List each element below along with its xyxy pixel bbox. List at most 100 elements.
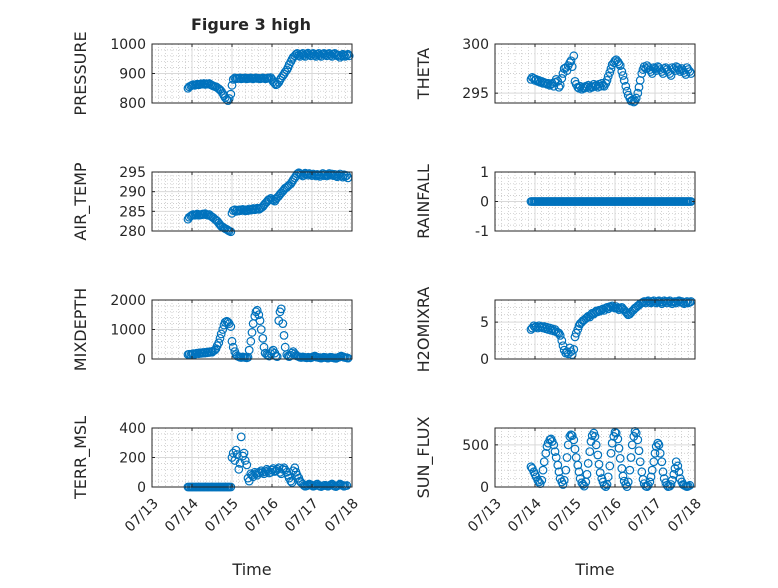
y-tick-label: 0 bbox=[480, 352, 489, 368]
data-point bbox=[315, 171, 325, 181]
plot-area bbox=[152, 172, 352, 231]
data-point bbox=[669, 469, 679, 479]
data-point bbox=[216, 86, 226, 96]
data-point bbox=[685, 67, 695, 76]
series-air-temp bbox=[183, 168, 353, 237]
data-point bbox=[626, 453, 636, 462]
x-tick-label: 07/17 bbox=[625, 496, 665, 536]
x-tick-label: 07/18 bbox=[322, 496, 362, 536]
data-point bbox=[606, 302, 616, 312]
data-point bbox=[541, 78, 551, 88]
y-tick-label: 1 bbox=[480, 165, 489, 181]
y-tick-label: 5 bbox=[480, 315, 489, 331]
data-point bbox=[607, 301, 617, 311]
data-point bbox=[234, 464, 244, 474]
data-point bbox=[538, 465, 548, 475]
data-point bbox=[570, 444, 580, 454]
x-axis-label: Time bbox=[574, 560, 614, 579]
data-point bbox=[569, 435, 579, 445]
data-point bbox=[617, 67, 627, 76]
data-point bbox=[631, 93, 641, 103]
data-point bbox=[621, 480, 631, 489]
subplot-terr-msl: 0 200 400 07/13 07/14 07/15 07/16 07/17 07/18 Tim… bbox=[71, 416, 362, 579]
data-point bbox=[578, 480, 588, 489]
data-point bbox=[246, 469, 256, 479]
data-point bbox=[605, 461, 615, 471]
y-tick-label: 295 bbox=[462, 86, 489, 102]
data-point bbox=[549, 440, 559, 450]
data-point bbox=[658, 467, 668, 477]
y-tick-label: -1 bbox=[475, 224, 489, 240]
y-tick-label: 500 bbox=[462, 438, 489, 454]
data-point bbox=[646, 472, 656, 482]
y-tick-label: 0 bbox=[137, 480, 146, 496]
data-point bbox=[583, 459, 593, 468]
series-sun-flux bbox=[526, 426, 695, 491]
data-point bbox=[220, 317, 230, 327]
data-point bbox=[199, 79, 209, 88]
data-point bbox=[574, 467, 584, 477]
data-point bbox=[645, 477, 655, 487]
data-point bbox=[264, 195, 274, 204]
data-point bbox=[256, 466, 266, 476]
data-point bbox=[244, 345, 254, 355]
data-point bbox=[649, 63, 659, 72]
data-point bbox=[590, 432, 600, 441]
x-axis-label: Time bbox=[231, 560, 271, 579]
data-point bbox=[634, 446, 644, 456]
data-point bbox=[230, 456, 240, 465]
data-point bbox=[545, 80, 555, 90]
data-point bbox=[594, 459, 604, 469]
data-point bbox=[563, 440, 573, 450]
data-point bbox=[673, 461, 683, 471]
data-point bbox=[625, 465, 635, 475]
data-point bbox=[603, 472, 613, 482]
data-point bbox=[340, 51, 350, 61]
data-point bbox=[567, 350, 577, 359]
data-point bbox=[567, 62, 577, 72]
data-point bbox=[224, 94, 234, 103]
data-point bbox=[618, 71, 628, 80]
axes-box bbox=[151, 171, 353, 232]
data-point bbox=[256, 325, 266, 334]
data-point bbox=[240, 456, 250, 465]
data-point bbox=[603, 72, 613, 81]
series-pressure bbox=[183, 48, 354, 106]
data-point bbox=[243, 206, 253, 215]
data-point bbox=[666, 297, 676, 307]
data-point bbox=[653, 438, 663, 448]
data-point bbox=[339, 50, 349, 60]
x-tick-label: 07/15 bbox=[202, 496, 242, 536]
data-point bbox=[228, 342, 238, 352]
y-axis-label: SUN_FLUX bbox=[414, 417, 434, 499]
y-tick-label: 1000 bbox=[110, 37, 146, 53]
data-point bbox=[557, 336, 567, 345]
x-tick-label: 07/17 bbox=[282, 496, 322, 536]
y-axis-label: AIR_TEMP bbox=[71, 162, 91, 240]
y-tick-label: 200 bbox=[119, 451, 146, 467]
data-point bbox=[231, 445, 241, 455]
data-point bbox=[613, 434, 623, 444]
data-point bbox=[227, 80, 237, 90]
data-point bbox=[593, 450, 603, 460]
data-point bbox=[247, 328, 257, 337]
subplot-air-temp: 280 285 290 295 AIR_TEMP bbox=[71, 162, 353, 241]
data-point bbox=[242, 460, 252, 470]
data-point bbox=[216, 329, 226, 339]
data-point bbox=[551, 74, 561, 84]
axes-box bbox=[494, 427, 696, 488]
y-tick-label: 280 bbox=[119, 224, 146, 240]
data-point bbox=[563, 349, 573, 359]
data-point bbox=[254, 310, 264, 320]
data-point bbox=[550, 447, 560, 457]
subplot-theta: 295 300 THETA bbox=[414, 37, 696, 107]
data-point bbox=[614, 443, 624, 453]
data-point bbox=[306, 51, 316, 61]
data-point bbox=[633, 435, 643, 445]
data-point bbox=[338, 49, 348, 59]
data-point bbox=[623, 477, 633, 487]
data-point bbox=[255, 316, 265, 326]
data-point bbox=[618, 471, 628, 481]
x-tick-label: 07/14 bbox=[505, 496, 545, 536]
